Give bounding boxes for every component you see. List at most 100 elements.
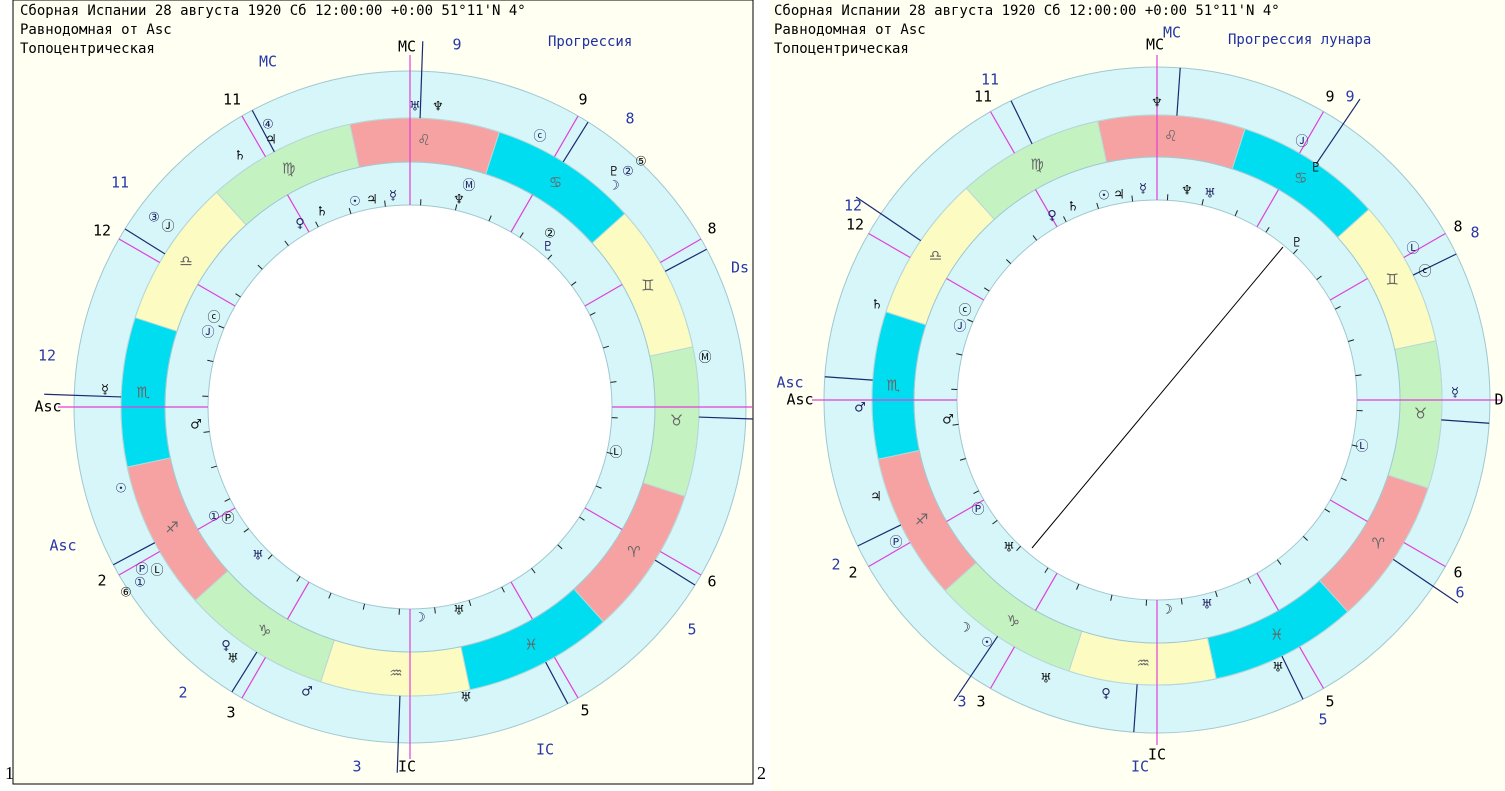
degree-tick <box>384 200 386 207</box>
zodiac-sign: ♊ <box>1385 271 1398 289</box>
progressed-cusp <box>545 661 569 704</box>
chart-title: Прогрессия лунара <box>1228 32 1371 48</box>
planet-glyph: Ⓜ <box>698 351 711 366</box>
planet-glyph: ♅ <box>227 652 239 667</box>
planet-glyph: Ⓙ <box>1295 135 1308 150</box>
chart-label: 2 <box>831 556 840 574</box>
progressed-cusp <box>953 635 999 702</box>
chart-label: Ds <box>731 259 749 277</box>
degree-tick <box>1324 508 1331 513</box>
planet-glyph: ♆ <box>1151 96 1163 111</box>
zodiac-sign: ♓ <box>1270 626 1283 644</box>
house-cusp <box>989 646 1016 689</box>
planet-glyph: ① <box>134 576 146 591</box>
planet-glyph: ② <box>544 227 556 242</box>
planet-glyph: ♅ <box>1204 187 1216 202</box>
degree-tick <box>595 485 602 489</box>
planet-glyph: ⑥ <box>120 586 132 601</box>
chart-label: 11 <box>974 88 992 106</box>
progressed-cusp <box>824 376 873 381</box>
house-cusp <box>584 507 623 531</box>
house-cusp <box>1256 572 1280 611</box>
chart-label: IC <box>1148 746 1166 764</box>
planet-glyph: ☽ <box>1161 603 1173 618</box>
zodiac-sign: ♏ <box>137 384 151 402</box>
degree-tick <box>1293 249 1298 255</box>
planet-glyph: Ⓟ <box>135 563 148 578</box>
zodiac-sign: ♒ <box>389 664 402 682</box>
ring <box>207 204 613 610</box>
degree-tick <box>1110 594 1113 601</box>
planet-glyph: ♂ <box>854 401 866 416</box>
planet-glyph: ☽ <box>414 611 426 626</box>
zodiac-sign: ♈ <box>1372 534 1385 552</box>
house-cusp <box>1403 541 1446 568</box>
planet-glyph: Ⓛ <box>609 446 622 461</box>
degree-tick <box>210 465 217 469</box>
planet-glyph: Ⓜ <box>462 179 475 194</box>
planet-glyph: ♃ <box>366 193 378 208</box>
planet-glyph: ☽ <box>608 179 620 194</box>
planet-glyph: Ⓙ <box>201 326 214 341</box>
planet-glyph: ☉ <box>115 482 127 497</box>
header-line: Сборная Испании 28 августа 1920 Сб 12:00… <box>20 3 526 19</box>
house-cusp <box>118 238 161 264</box>
chart-label: 6 <box>1453 564 1462 582</box>
progressed-cusp <box>1392 558 1459 604</box>
panel-number: 2 <box>757 763 766 783</box>
house-cusp <box>553 115 579 158</box>
planet-glyph: ⓒ <box>1418 265 1431 280</box>
zodiac-sign: ♏ <box>887 377 901 395</box>
degree-tick <box>1044 567 1049 574</box>
chart-label: 2 <box>848 564 857 582</box>
degree-tick <box>1180 598 1183 605</box>
planet-glyph: ♇ <box>608 165 620 180</box>
planet-glyph: ⓒ <box>533 130 546 145</box>
degree-tick <box>488 215 492 222</box>
planet-glyph: ♄ <box>316 205 328 220</box>
planet-glyph: Ⓛ <box>1355 440 1368 455</box>
progressed-cusp <box>562 121 589 163</box>
degree-tick <box>603 345 610 349</box>
chart-label: 9 <box>452 36 461 54</box>
planet-glyph: Ⓟ <box>221 512 234 527</box>
planet-glyph: Ⓟ <box>971 503 984 518</box>
planet-glyph: ♇ <box>542 240 554 255</box>
degree-tick <box>1016 545 1021 551</box>
house-cusp <box>1329 499 1368 523</box>
planet-glyph: ☿ <box>389 189 397 204</box>
chart-label: 3 <box>352 758 361 776</box>
degree-tick <box>328 592 332 599</box>
progressed-cusp <box>664 248 707 272</box>
chart-label: 8 <box>625 110 634 128</box>
zodiac-sign: ♉ <box>1414 404 1427 422</box>
progressed-cusp <box>857 524 902 547</box>
planet-glyph: ♅ <box>1272 661 1284 676</box>
zodiac-sign: ♋ <box>549 174 562 192</box>
planet-glyph: Ⓟ <box>889 536 902 551</box>
zodiac-sign: ♋ <box>1294 169 1307 187</box>
progressed-cusp <box>855 196 922 242</box>
degree-tick <box>224 498 231 502</box>
chart-label: Asc <box>34 398 61 416</box>
chart-label: 11 <box>981 71 999 89</box>
progressed-cusp <box>654 559 696 586</box>
chart-label: 12 <box>846 216 864 234</box>
zodiac-sign: ♉ <box>670 411 683 429</box>
degree-tick <box>606 451 613 455</box>
chart-label: 8 <box>707 220 716 238</box>
planet-glyph: ♃ <box>870 490 882 505</box>
house-cusp <box>868 232 911 259</box>
house-cusp <box>868 541 911 568</box>
degree-tick <box>1247 577 1251 584</box>
degree-tick <box>1302 536 1308 541</box>
degree-tick <box>501 586 505 593</box>
planet-glyph: ♄ <box>234 149 246 164</box>
house-cusp <box>118 550 161 576</box>
progressed-cusp <box>44 393 122 398</box>
degree-tick <box>1131 195 1134 202</box>
progressed-cusp <box>1176 67 1181 116</box>
planet-glyph: ♅ <box>252 549 264 564</box>
zodiac-sign: ♌ <box>1164 127 1177 145</box>
planet-glyph: ☽ <box>959 621 971 636</box>
